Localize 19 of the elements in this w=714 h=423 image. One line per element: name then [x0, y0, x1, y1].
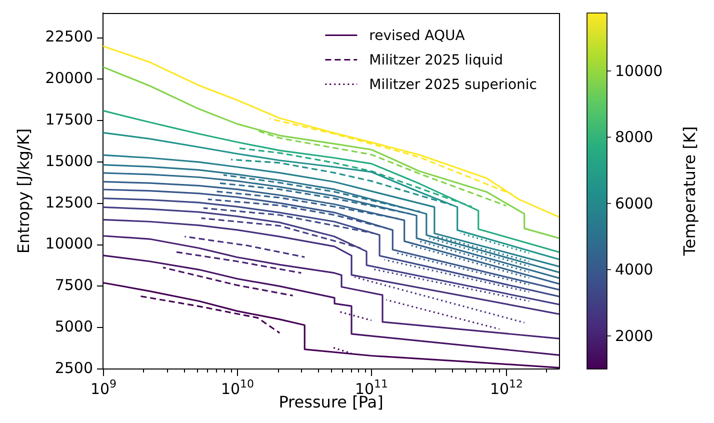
color-bar-label: 8000 — [615, 128, 654, 146]
color-bar-label: 2000 — [615, 326, 654, 345]
y-tick-label: 5000 — [54, 317, 93, 336]
y-tick-label: 12500 — [45, 193, 93, 212]
legend-label: Militzer 2025 superionic — [369, 76, 538, 93]
color-bar-label: 4000 — [615, 260, 654, 279]
y-axis-title: Entropy [J/kg/K] — [14, 128, 33, 254]
color-bar-title: Temperature [K] — [680, 126, 700, 257]
y-tick-label: 22500 — [45, 28, 93, 46]
y-tick-label: 10000 — [45, 234, 93, 253]
y-tick-label: 15000 — [45, 152, 93, 170]
y-tick-label: 20000 — [45, 69, 93, 88]
color-bar-label: 10000 — [615, 62, 663, 80]
y-tick-label: 17500 — [45, 110, 93, 129]
legend-label: revised AQUA — [369, 28, 466, 44]
y-tick-label: 7500 — [54, 276, 93, 294]
legend-label: Militzer 2025 liquid — [369, 52, 503, 68]
color-bar-label: 6000 — [615, 194, 654, 212]
y-tick-label: 2500 — [54, 358, 93, 377]
